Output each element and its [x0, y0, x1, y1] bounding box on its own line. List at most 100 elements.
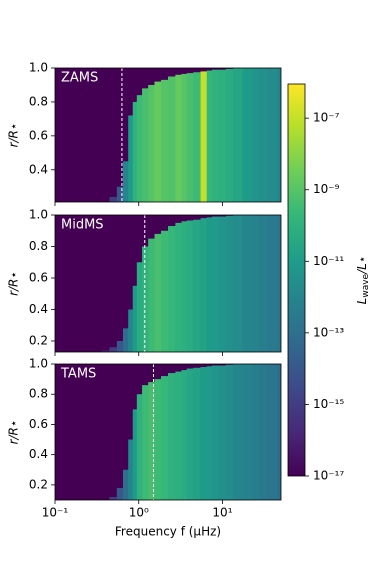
colorbar-tick-label: 10⁻¹³: [313, 325, 344, 339]
heat-column: [128, 439, 134, 500]
heat-column: [225, 215, 234, 352]
heat-column: [225, 364, 234, 500]
y-tick-label: 1.0: [29, 61, 48, 75]
heat-column: [186, 220, 194, 352]
heat-column: [218, 216, 227, 352]
heat-column: [154, 233, 162, 352]
y-tick-label: 0.4: [29, 162, 48, 176]
heat-column: [251, 215, 260, 352]
heat-column: [154, 379, 162, 500]
heat-column: [206, 366, 213, 500]
heat-column: [132, 409, 138, 500]
panel-label: TAMS: [60, 367, 96, 382]
heat-column: [276, 364, 281, 500]
heat-column: [233, 68, 243, 202]
label-rest: /L⋆: [355, 256, 369, 275]
heat-column: [242, 68, 253, 202]
heat-column: [181, 73, 188, 202]
heat-column: [168, 226, 176, 352]
heat-column: [233, 364, 243, 500]
heat-column: [211, 69, 219, 202]
colorbar: [287, 83, 306, 477]
heat-column: [109, 347, 118, 352]
heat-column: [101, 350, 110, 352]
heat-column: [200, 367, 207, 500]
heat-column: [148, 382, 155, 500]
heat-column: [200, 218, 207, 352]
y-tick-label: 1.0: [29, 357, 48, 371]
heat-column: [116, 340, 124, 352]
heat-column: [267, 68, 278, 202]
heat-column: [154, 81, 162, 202]
x-tick-label: 10¹: [212, 506, 232, 520]
x-tick-label: 10⁰: [129, 506, 149, 520]
heat-column: [116, 186, 124, 202]
y-tick-label: 0.4: [29, 302, 48, 316]
heat-column: [160, 230, 169, 352]
y-tick-label: 0.6: [29, 417, 48, 431]
heat-column: [175, 222, 182, 352]
colorbar-tick-label: 10⁻¹⁷: [313, 469, 344, 483]
heat-column: [193, 367, 201, 500]
colorbar-label: Lwave/L⋆: [355, 256, 371, 305]
heat-column: [200, 71, 207, 202]
colorbar-tick-label: 10⁻¹⁵: [313, 397, 344, 411]
heat-column: [175, 74, 182, 202]
heat-column: [225, 68, 234, 202]
colorbar-tick-label: 10⁻⁹: [313, 182, 340, 196]
y-tick-label: 0.8: [29, 387, 48, 401]
colorbar-tick-label: 10⁻⁷: [313, 111, 340, 125]
y-tick-label: 0.4: [29, 447, 48, 461]
heat-column: [168, 76, 176, 202]
heatmap: [101, 215, 281, 352]
panel-label: ZAMS: [61, 71, 98, 86]
x-axis-label: Frequency f (μHz): [115, 525, 221, 539]
heat-column: [206, 217, 213, 352]
heat-column: [181, 370, 188, 500]
heat-column: [211, 216, 219, 352]
heat-column: [267, 215, 278, 352]
panel-frame: [54, 214, 282, 353]
heat-column: [218, 365, 227, 500]
y-tick-label: 0.8: [29, 239, 48, 253]
heat-column: [186, 368, 194, 500]
heat-column: [276, 215, 281, 352]
heat-column: [193, 219, 201, 352]
y-tick-label: 1.0: [29, 208, 48, 222]
heat-column: [122, 328, 129, 352]
heat-column: [128, 309, 134, 352]
panel-frame: [54, 67, 282, 203]
heat-column: [132, 101, 138, 202]
heat-column: [242, 364, 253, 500]
heat-column: [276, 68, 281, 202]
heatmap: [109, 364, 281, 500]
heat-column: [122, 469, 129, 500]
y-axis-label: r/R⋆: [7, 123, 21, 148]
heat-column: [259, 364, 268, 500]
y-tick-label: 0.2: [29, 333, 48, 347]
y-axis-label: r/R⋆: [7, 420, 21, 445]
y-tick-label: 0.6: [29, 128, 48, 142]
heat-column: [168, 373, 176, 500]
heat-column: [142, 385, 149, 500]
heat-column: [148, 238, 155, 352]
heat-column: [267, 364, 278, 500]
heat-column: [142, 88, 149, 202]
heat-column: [242, 215, 253, 352]
heat-column: [136, 262, 143, 352]
heat-column: [136, 394, 143, 500]
heatmap: [109, 68, 281, 202]
heat-column: [259, 68, 268, 202]
heat-column: [251, 364, 260, 500]
heat-column: [116, 487, 124, 500]
heat-column: [259, 215, 268, 352]
heat-column: [175, 371, 182, 500]
heat-column: [181, 221, 188, 352]
heat-column: [136, 95, 143, 202]
heat-column: [206, 70, 213, 202]
heat-column: [218, 69, 227, 202]
heat-column: [251, 68, 260, 202]
heat-column: [142, 246, 149, 352]
y-tick-label: 0.8: [29, 94, 48, 108]
